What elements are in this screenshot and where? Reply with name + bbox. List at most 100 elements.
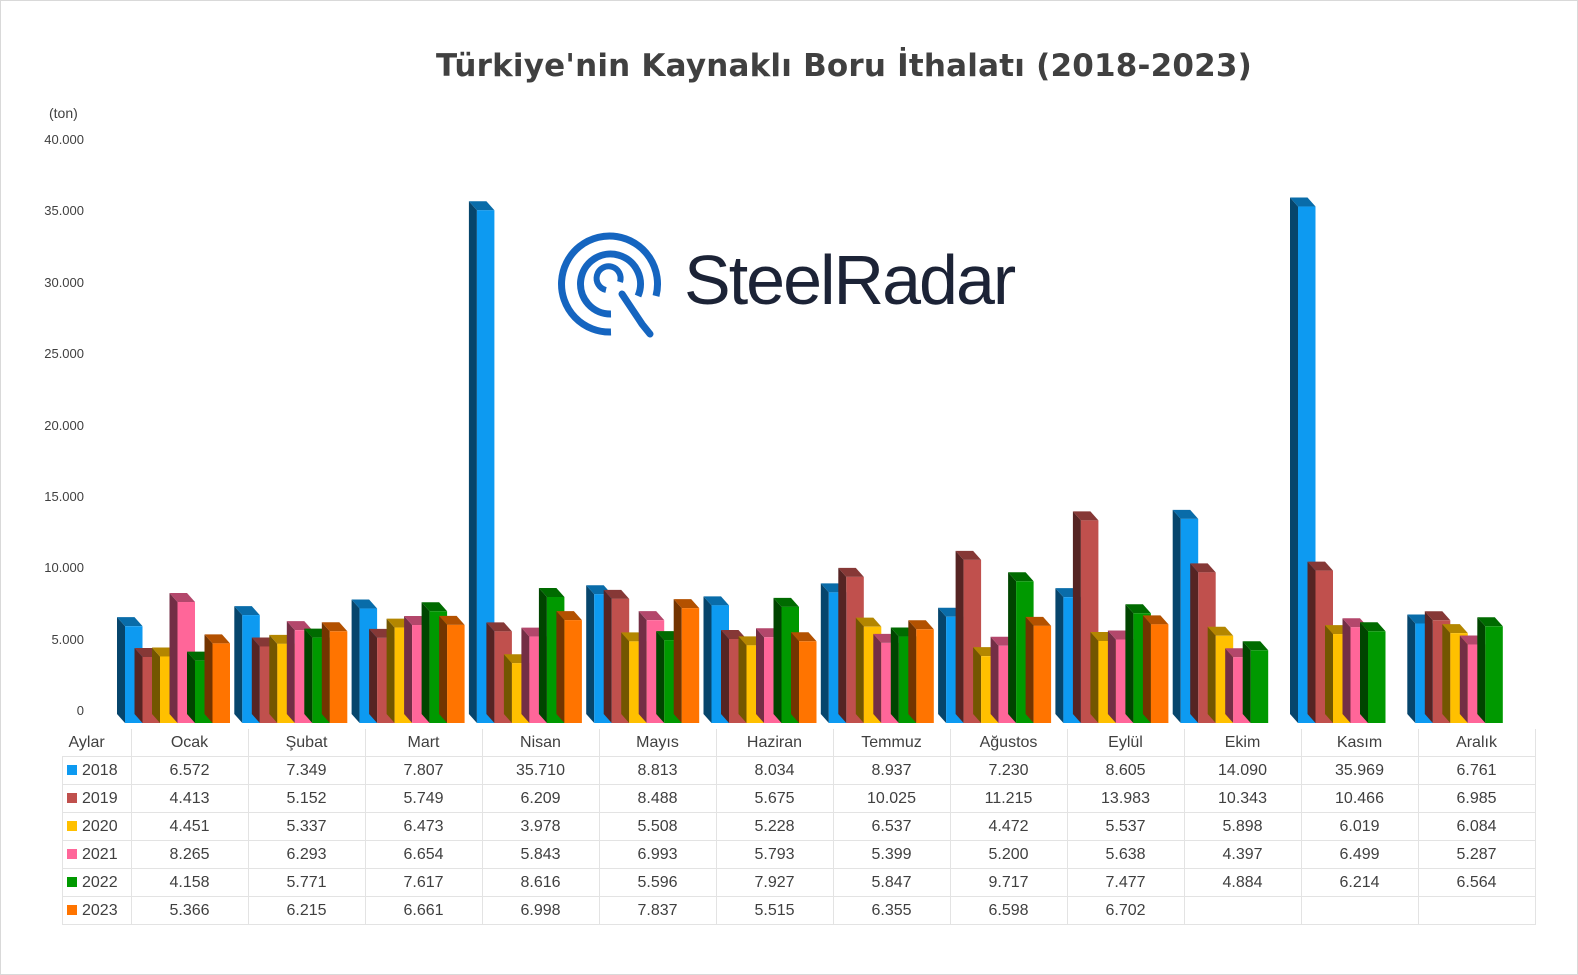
data-value-cell: 6.209: [481, 784, 600, 813]
data-value-cell: [1300, 896, 1419, 925]
month-category-label: Şubat: [247, 729, 366, 757]
legend-entry: 2021: [62, 840, 132, 869]
x-axis-label: Aylar: [62, 729, 132, 757]
data-value-cell: 6.564: [1417, 868, 1536, 897]
data-value-cell: 5.515: [715, 896, 834, 925]
data-value-cell: 5.898: [1183, 812, 1302, 841]
legend-series-name: 2022: [82, 873, 118, 891]
data-value-cell: 10.025: [832, 784, 951, 813]
data-value-cell: 5.638: [1066, 840, 1185, 869]
legend-swatch: [67, 792, 77, 803]
data-value-cell: 6.473: [364, 812, 483, 841]
data-value-cell: 6.572: [130, 756, 249, 785]
legend-entry: 2019: [62, 784, 132, 813]
legend-entry: 2022: [62, 868, 132, 897]
data-value-cell: 6.761: [1417, 756, 1536, 785]
data-value-cell: 6.598: [949, 896, 1068, 925]
data-value-cell: 7.230: [949, 756, 1068, 785]
data-value-cell: 5.596: [598, 868, 717, 897]
legend-series-name: 2018: [82, 761, 118, 779]
data-value-cell: 8.813: [598, 756, 717, 785]
table-row: 2018 6.572 7.349 7.807 35.710 8.813 8.034 8.937…: [62, 756, 1536, 785]
data-value-cell: 6.702: [1066, 896, 1185, 925]
chart-data-table: Aylar Ocak Şubat Mart Nisan Mayıs Haziran Temmu…: [62, 729, 1536, 925]
data-value-cell: 8.616: [481, 868, 600, 897]
data-value-cell: 4.397: [1183, 840, 1302, 869]
data-value-cell: 6.985: [1417, 784, 1536, 813]
y-tick-label: 20.000: [44, 417, 84, 433]
data-value-cell: 9.717: [949, 868, 1068, 897]
data-value-cell: 5.287: [1417, 840, 1536, 869]
data-value-cell: 4.884: [1183, 868, 1302, 897]
data-value-cell: 6.993: [598, 840, 717, 869]
data-value-cell: [1417, 896, 1536, 925]
table-row: 2022 4.158 5.771 7.617 8.616 5.596 7.927 5.847 9…: [62, 868, 1536, 897]
bar-2022-11: [1477, 617, 1503, 723]
y-tick-label: 5.000: [51, 631, 84, 647]
data-value-cell: 5.337: [247, 812, 366, 841]
data-value-cell: 7.807: [364, 756, 483, 785]
data-value-cell: 5.793: [715, 840, 834, 869]
legend-swatch: [67, 764, 77, 775]
table-row: 2021 8.265 6.293 6.654 5.843 6.993 5.793 5.399 5…: [62, 840, 1536, 869]
data-value-cell: 6.355: [832, 896, 951, 925]
data-value-cell: 6.998: [481, 896, 600, 925]
legend-swatch: [67, 904, 77, 915]
data-value-cell: 8.488: [598, 784, 717, 813]
data-value-cell: 5.508: [598, 812, 717, 841]
data-value-cell: 11.215: [949, 784, 1068, 813]
data-value-cell: 3.978: [481, 812, 600, 841]
month-category-label: Mart: [364, 729, 483, 757]
data-value-cell: 5.675: [715, 784, 834, 813]
data-value-cell: 35.969: [1300, 756, 1419, 785]
data-value-cell: 5.366: [130, 896, 249, 925]
month-category-label: Ağustos: [949, 729, 1068, 757]
data-value-cell: 35.710: [481, 756, 600, 785]
data-value-cell: 5.399: [832, 840, 951, 869]
table-row: 2019 4.413 5.152 5.749 6.209 8.488 5.675 10.025…: [62, 784, 1536, 813]
data-value-cell: 4.413: [130, 784, 249, 813]
bar-2018-3: [468, 201, 495, 723]
bar-2023-0: [204, 634, 230, 723]
legend-series-name: 2020: [82, 817, 118, 835]
bar-2023-1: [321, 622, 348, 723]
bar-2023-7: [1025, 616, 1052, 723]
data-value-cell: 6.499: [1300, 840, 1419, 869]
data-value-cell: [1183, 896, 1302, 925]
data-value-cell: 6.654: [364, 840, 483, 869]
month-category-label: Aralık: [1417, 729, 1536, 757]
legend-entry: 2018: [62, 756, 132, 785]
legend-entry: 2020: [62, 812, 132, 841]
y-tick-label: 25.000: [44, 346, 84, 362]
data-value-cell: 5.200: [949, 840, 1068, 869]
bar-2023-2: [439, 615, 465, 723]
y-tick-label: 40.000: [44, 132, 84, 147]
radar-logo-icon: [558, 232, 662, 338]
data-value-cell: 8.265: [130, 840, 249, 869]
data-value-cell: 8.605: [1066, 756, 1185, 785]
month-category-label: Haziran: [715, 729, 834, 757]
data-value-cell: 10.466: [1300, 784, 1419, 813]
table-row: 2023 5.366 6.215 6.661 6.998 7.837 5.515 6.355 6…: [62, 896, 1536, 925]
data-value-cell: 7.927: [715, 868, 834, 897]
legend-entry: 2023: [62, 896, 132, 925]
data-value-cell: 4.158: [130, 868, 249, 897]
y-tick-label: 35.000: [44, 203, 84, 219]
data-value-cell: 4.451: [130, 812, 249, 841]
bar-2023-6: [908, 620, 934, 723]
data-value-cell: 7.349: [247, 756, 366, 785]
legend-swatch: [67, 876, 77, 887]
data-value-cell: 5.537: [1066, 812, 1185, 841]
data-value-cell: 7.837: [598, 896, 717, 925]
bar-2023-8: [1142, 615, 1169, 723]
data-value-cell: 14.090: [1183, 756, 1302, 785]
data-value-cell: 6.661: [364, 896, 483, 925]
data-value-cell: 5.771: [247, 868, 366, 897]
data-value-cell: 5.152: [247, 784, 366, 813]
bar-2023-5: [791, 632, 817, 723]
month-category-label: Nisan: [481, 729, 600, 757]
legend-swatch: [67, 848, 77, 859]
data-value-cell: 7.477: [1066, 868, 1185, 897]
data-value-cell: 10.343: [1183, 784, 1302, 813]
